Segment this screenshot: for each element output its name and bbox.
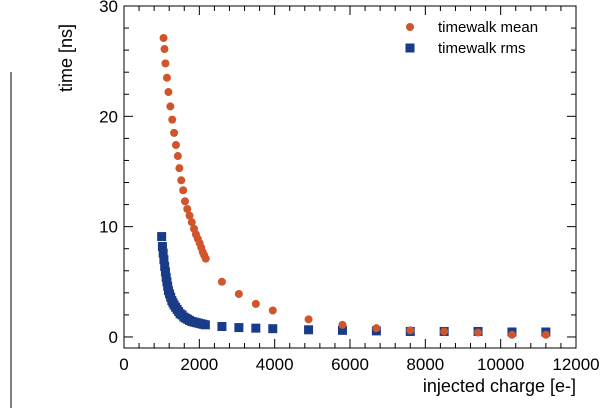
data-point-timewalk-mean — [474, 328, 483, 337]
data-point-timewalk-mean — [234, 289, 243, 298]
data-point-timewalk-mean — [185, 211, 194, 220]
data-point-timewalk-mean — [177, 176, 186, 185]
x-axis-ticks: 0 2000 4000 6000 8000 10000 12000 — [119, 6, 600, 374]
data-point-timewalk-mean — [187, 218, 196, 227]
data-point-timewalk-rms — [268, 324, 278, 334]
legend: timewalk mean timewalk rms — [405, 19, 538, 57]
x-tick-label: 2000 — [180, 355, 218, 374]
data-point-timewalk-rms — [157, 232, 167, 242]
x-tick-label: 6000 — [331, 355, 369, 374]
y-tick-label: 0 — [109, 328, 118, 347]
data-point-timewalk-mean — [164, 88, 173, 97]
legend-marker-timewalk-mean — [406, 23, 414, 31]
data-point-timewalk-rms — [337, 325, 347, 335]
data-point-timewalk-mean — [304, 315, 313, 324]
data-point-timewalk-mean — [168, 115, 177, 124]
legend-label-timewalk-rms: timewalk rms — [438, 40, 526, 57]
data-point-timewalk-mean — [181, 197, 190, 206]
data-point-timewalk-mean — [161, 59, 170, 68]
data-point-timewalk-rms — [159, 255, 169, 265]
plot-frame — [123, 5, 577, 349]
y-tick-label: 20 — [99, 107, 118, 126]
data-point-timewalk-rms — [157, 242, 167, 252]
x-tick-label: 8000 — [406, 355, 444, 374]
data-point-timewalk-rms — [234, 323, 244, 333]
data-point-timewalk-mean — [251, 299, 260, 308]
data-point-timewalk-mean — [338, 320, 347, 329]
y-axis-ticks: 0 10 20 30 — [99, 0, 576, 347]
data-point-timewalk-rms — [304, 325, 314, 335]
data-point-timewalk-rms — [158, 248, 168, 258]
data-point-timewalk-mean — [372, 324, 381, 333]
data-point-timewalk-rms — [160, 267, 170, 277]
x-axis-label: injected charge [e-] — [423, 376, 576, 396]
data-point-timewalk-mean — [406, 326, 415, 335]
y-tick-label: 10 — [99, 218, 118, 237]
legend-marker-timewalk-rms — [405, 43, 415, 53]
data-point-timewalk-mean — [179, 186, 188, 195]
x-tick-label: 10000 — [477, 355, 524, 374]
y-axis-label: time [ns] — [56, 24, 76, 92]
data-point-timewalk-mean — [507, 330, 516, 339]
data-point-timewalk-mean — [162, 73, 171, 82]
data-point-timewalk-mean — [217, 277, 226, 286]
x-tick-label: 12000 — [552, 355, 599, 374]
data-point-timewalk-mean — [170, 128, 179, 137]
x-tick-label: 4000 — [256, 355, 294, 374]
data-point-timewalk-mean — [440, 327, 449, 336]
data-point-timewalk-rms — [200, 320, 210, 330]
data-point-timewalk-mean — [201, 254, 210, 263]
data-point-timewalk-mean — [183, 204, 192, 213]
series-timewalk-mean — [159, 33, 550, 339]
data-point-timewalk-rms — [251, 323, 261, 333]
series-timewalk-rms — [157, 232, 551, 337]
data-point-timewalk-rms — [160, 261, 170, 271]
data-point-timewalk-mean — [541, 330, 550, 339]
data-point-timewalk-mean — [268, 306, 277, 315]
data-point-timewalk-mean — [160, 45, 169, 54]
x-tick-label: 0 — [119, 355, 128, 374]
data-point-timewalk-rms — [217, 321, 227, 331]
series-layer — [157, 33, 551, 339]
data-point-timewalk-mean — [166, 102, 175, 111]
y-tick-label: 30 — [99, 0, 118, 16]
data-point-timewalk-mean — [159, 33, 168, 42]
legend-label-timewalk-mean: timewalk mean — [438, 19, 538, 36]
data-point-timewalk-mean — [175, 164, 184, 173]
data-point-timewalk-mean — [171, 141, 180, 150]
data-point-timewalk-mean — [173, 152, 182, 161]
